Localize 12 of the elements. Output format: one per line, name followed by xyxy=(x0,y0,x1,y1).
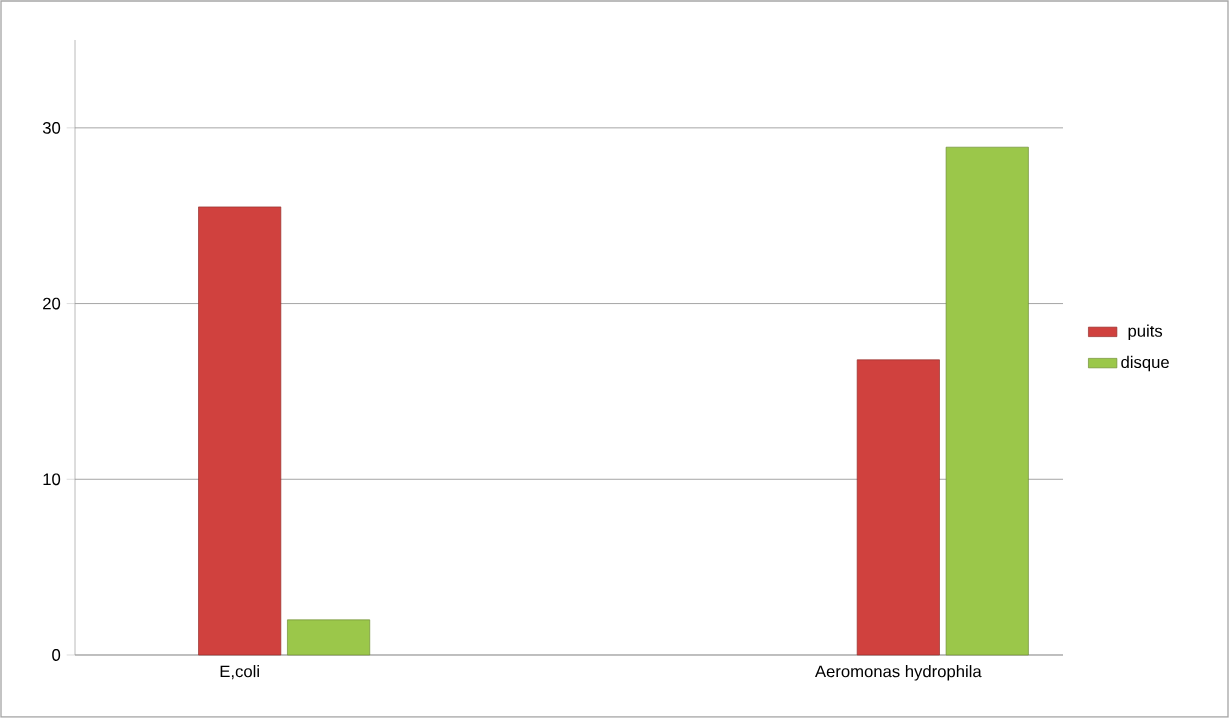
x-tick-label: E,coli xyxy=(220,665,259,680)
y-tick-label: 30 xyxy=(42,121,61,134)
bar xyxy=(287,619,371,656)
bar xyxy=(856,359,940,656)
x-tick-label: Aeromonas hydrophila xyxy=(814,665,982,681)
bar xyxy=(198,206,282,656)
legend-label: disque xyxy=(1121,355,1169,372)
bar xyxy=(945,146,1029,656)
y-tick-label: 0 xyxy=(52,649,61,661)
y-tick-label: 20 xyxy=(43,297,61,310)
y-tick-label: 10 xyxy=(43,473,61,486)
legend-label: puits xyxy=(1128,324,1163,341)
